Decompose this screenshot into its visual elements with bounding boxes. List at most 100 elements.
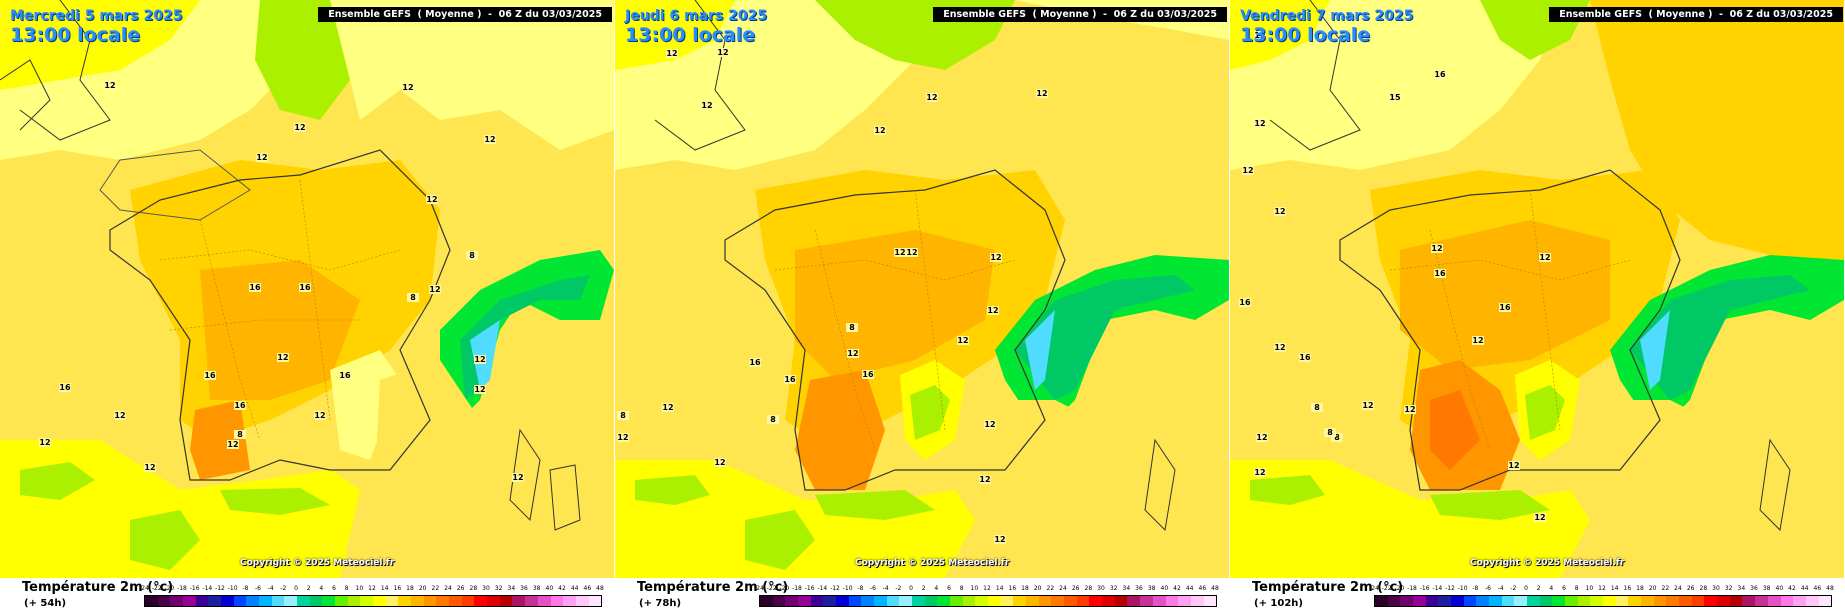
isotherm-label-bg — [474, 355, 486, 364]
color-scale-bar — [759, 595, 1217, 607]
isotherm-label: 12 — [512, 473, 523, 482]
legend-tick-label: 20 — [1648, 585, 1657, 592]
legend-tick-label: 14 — [380, 585, 389, 592]
legend-tick-label: 12 — [983, 585, 991, 592]
legend-tick-label: -10 — [1457, 585, 1468, 592]
legend-tick-label: 12 — [1598, 585, 1606, 592]
isotherm-label-bg — [339, 371, 351, 380]
legend-ticks: -24 -22 -20 -18 -16 -14 -12 -10 -8 -6 -4 -2 0 2 4 6 8 10 1… — [1369, 581, 1834, 592]
color-scale-swatch — [772, 596, 786, 606]
isotherm-label: 8 — [849, 323, 855, 332]
isotherm-label-bg — [1299, 353, 1311, 362]
isotherm-label: 12 — [227, 440, 238, 449]
isotherm-label: 12 — [484, 135, 495, 144]
color-scale-swatch — [1089, 596, 1103, 606]
legend-tick-label: 40 — [1775, 585, 1784, 592]
forecast-date: Jeudi 6 mars 2025 — [625, 8, 768, 24]
legend-tick-label: -16 — [804, 585, 815, 592]
color-scale-swatch — [760, 596, 773, 606]
legend-tick-label: -2 — [280, 585, 287, 592]
legend-tick-label: 34 — [1737, 585, 1746, 592]
legend-tick-label: 10 — [1585, 585, 1594, 592]
isotherm-label: 16 — [234, 401, 246, 410]
isotherm-label: 12 — [114, 411, 125, 420]
color-scale-swatch — [988, 596, 1001, 606]
isotherm-label-bg — [466, 251, 478, 260]
isotherm-label-bg — [1324, 428, 1336, 437]
isotherm-label: 12 — [874, 126, 885, 135]
isotherm-label: 8 — [410, 293, 416, 302]
color-scale-swatch — [924, 596, 938, 606]
isotherm-label-bg — [204, 371, 216, 380]
legend-tick-label: 46 — [583, 585, 592, 592]
isotherm-label: 12 — [1254, 119, 1265, 128]
legend-tick-label: -2 — [1510, 585, 1517, 592]
legend-tick-label: 34 — [1122, 585, 1131, 592]
isotherm-label-bg — [1274, 207, 1286, 216]
isotherm-label-bg — [1431, 244, 1443, 253]
isotherm-label: 12 — [1274, 343, 1285, 352]
isotherm-label-bg — [1254, 31, 1266, 40]
isotherm-label: 12 — [701, 101, 712, 110]
isotherm-label: 12 — [714, 458, 725, 467]
legend-tick-label: 6 — [1562, 585, 1566, 592]
color-scale-swatch — [1691, 596, 1705, 606]
isotherm-label: 12 — [979, 475, 990, 484]
color-scale-swatch — [1793, 596, 1806, 606]
isotherm-label: 12 — [1242, 166, 1253, 175]
color-scale-swatch — [474, 596, 488, 606]
isotherm-label: 15 — [1389, 93, 1401, 102]
isotherm-label: 16 — [1239, 298, 1251, 307]
color-scale-swatch — [373, 596, 386, 606]
legend-tick-label: -18 — [1407, 585, 1417, 592]
legend-tick-label: 16 — [1008, 585, 1017, 592]
legend-tick-label: 28 — [1084, 585, 1093, 592]
color-scale-swatch — [785, 596, 799, 606]
color-scale-swatch — [1140, 596, 1153, 606]
isotherm-label: 12 — [666, 49, 677, 58]
legend-tick-label: 32 — [494, 585, 503, 592]
isotherm-label: 12 — [474, 355, 485, 364]
isotherm-label-bg — [426, 195, 438, 204]
legend-tick-label: 8 — [959, 585, 964, 592]
map-panel-1: 12 12 12 12 12 12 16 16 16 16 16 12 12 12 12 16 8 8 8 12 12 1… — [0, 0, 614, 614]
legend-tick-label: -12 — [1445, 585, 1455, 592]
isotherm-label-bg — [407, 293, 419, 302]
legend-tick-label: 44 — [570, 585, 579, 592]
color-scale-swatch — [1476, 596, 1490, 606]
legend-tick-label: 16 — [393, 585, 402, 592]
isotherm-label-bg — [906, 248, 918, 257]
color-scale-swatch — [1552, 596, 1566, 606]
color-scale-swatch — [297, 596, 310, 606]
isotherm-label-bg — [1274, 343, 1286, 352]
legend-tick-label: -14 — [817, 585, 828, 592]
isotherm-label: 12 — [314, 411, 325, 420]
isotherm-label: 12 — [1472, 336, 1483, 345]
isotherm-label: 12 — [1534, 513, 1545, 522]
legend-tick-label: -8 — [242, 585, 249, 592]
legend-tick-label: 14 — [995, 585, 1004, 592]
legend-tick-label: 32 — [1724, 585, 1733, 592]
color-scale-swatch — [259, 596, 272, 606]
temperature-map-3: 1212161512121216161616121212128881212121… — [1230, 0, 1844, 578]
legend-tick-label: -10 — [842, 585, 853, 592]
isotherm-label-bg — [617, 433, 629, 442]
isotherm-label-bg — [979, 475, 991, 484]
color-scale-swatch — [1767, 596, 1781, 606]
isotherm-label: 12 — [1036, 89, 1047, 98]
color-scale-swatch — [1114, 596, 1128, 606]
isotherm-label: 8 — [770, 415, 776, 424]
isotherm-label: 8 — [1314, 403, 1320, 412]
isotherm-label: 8 — [237, 430, 243, 439]
legend-tick-label: 18 — [1636, 585, 1644, 592]
isotherm-label-bg — [234, 401, 246, 410]
color-scale-swatch — [1076, 596, 1090, 606]
isotherm-label: 12 — [926, 93, 937, 102]
color-scale-swatch — [1026, 596, 1039, 606]
isotherm-label-bg — [847, 349, 859, 358]
isotherm-label: 12 — [990, 253, 1001, 262]
color-scale-swatch — [798, 596, 811, 606]
isotherm-label-bg — [299, 283, 311, 292]
legend-tick-label: 46 — [1813, 585, 1822, 592]
legend-tick-label: 10 — [970, 585, 979, 592]
